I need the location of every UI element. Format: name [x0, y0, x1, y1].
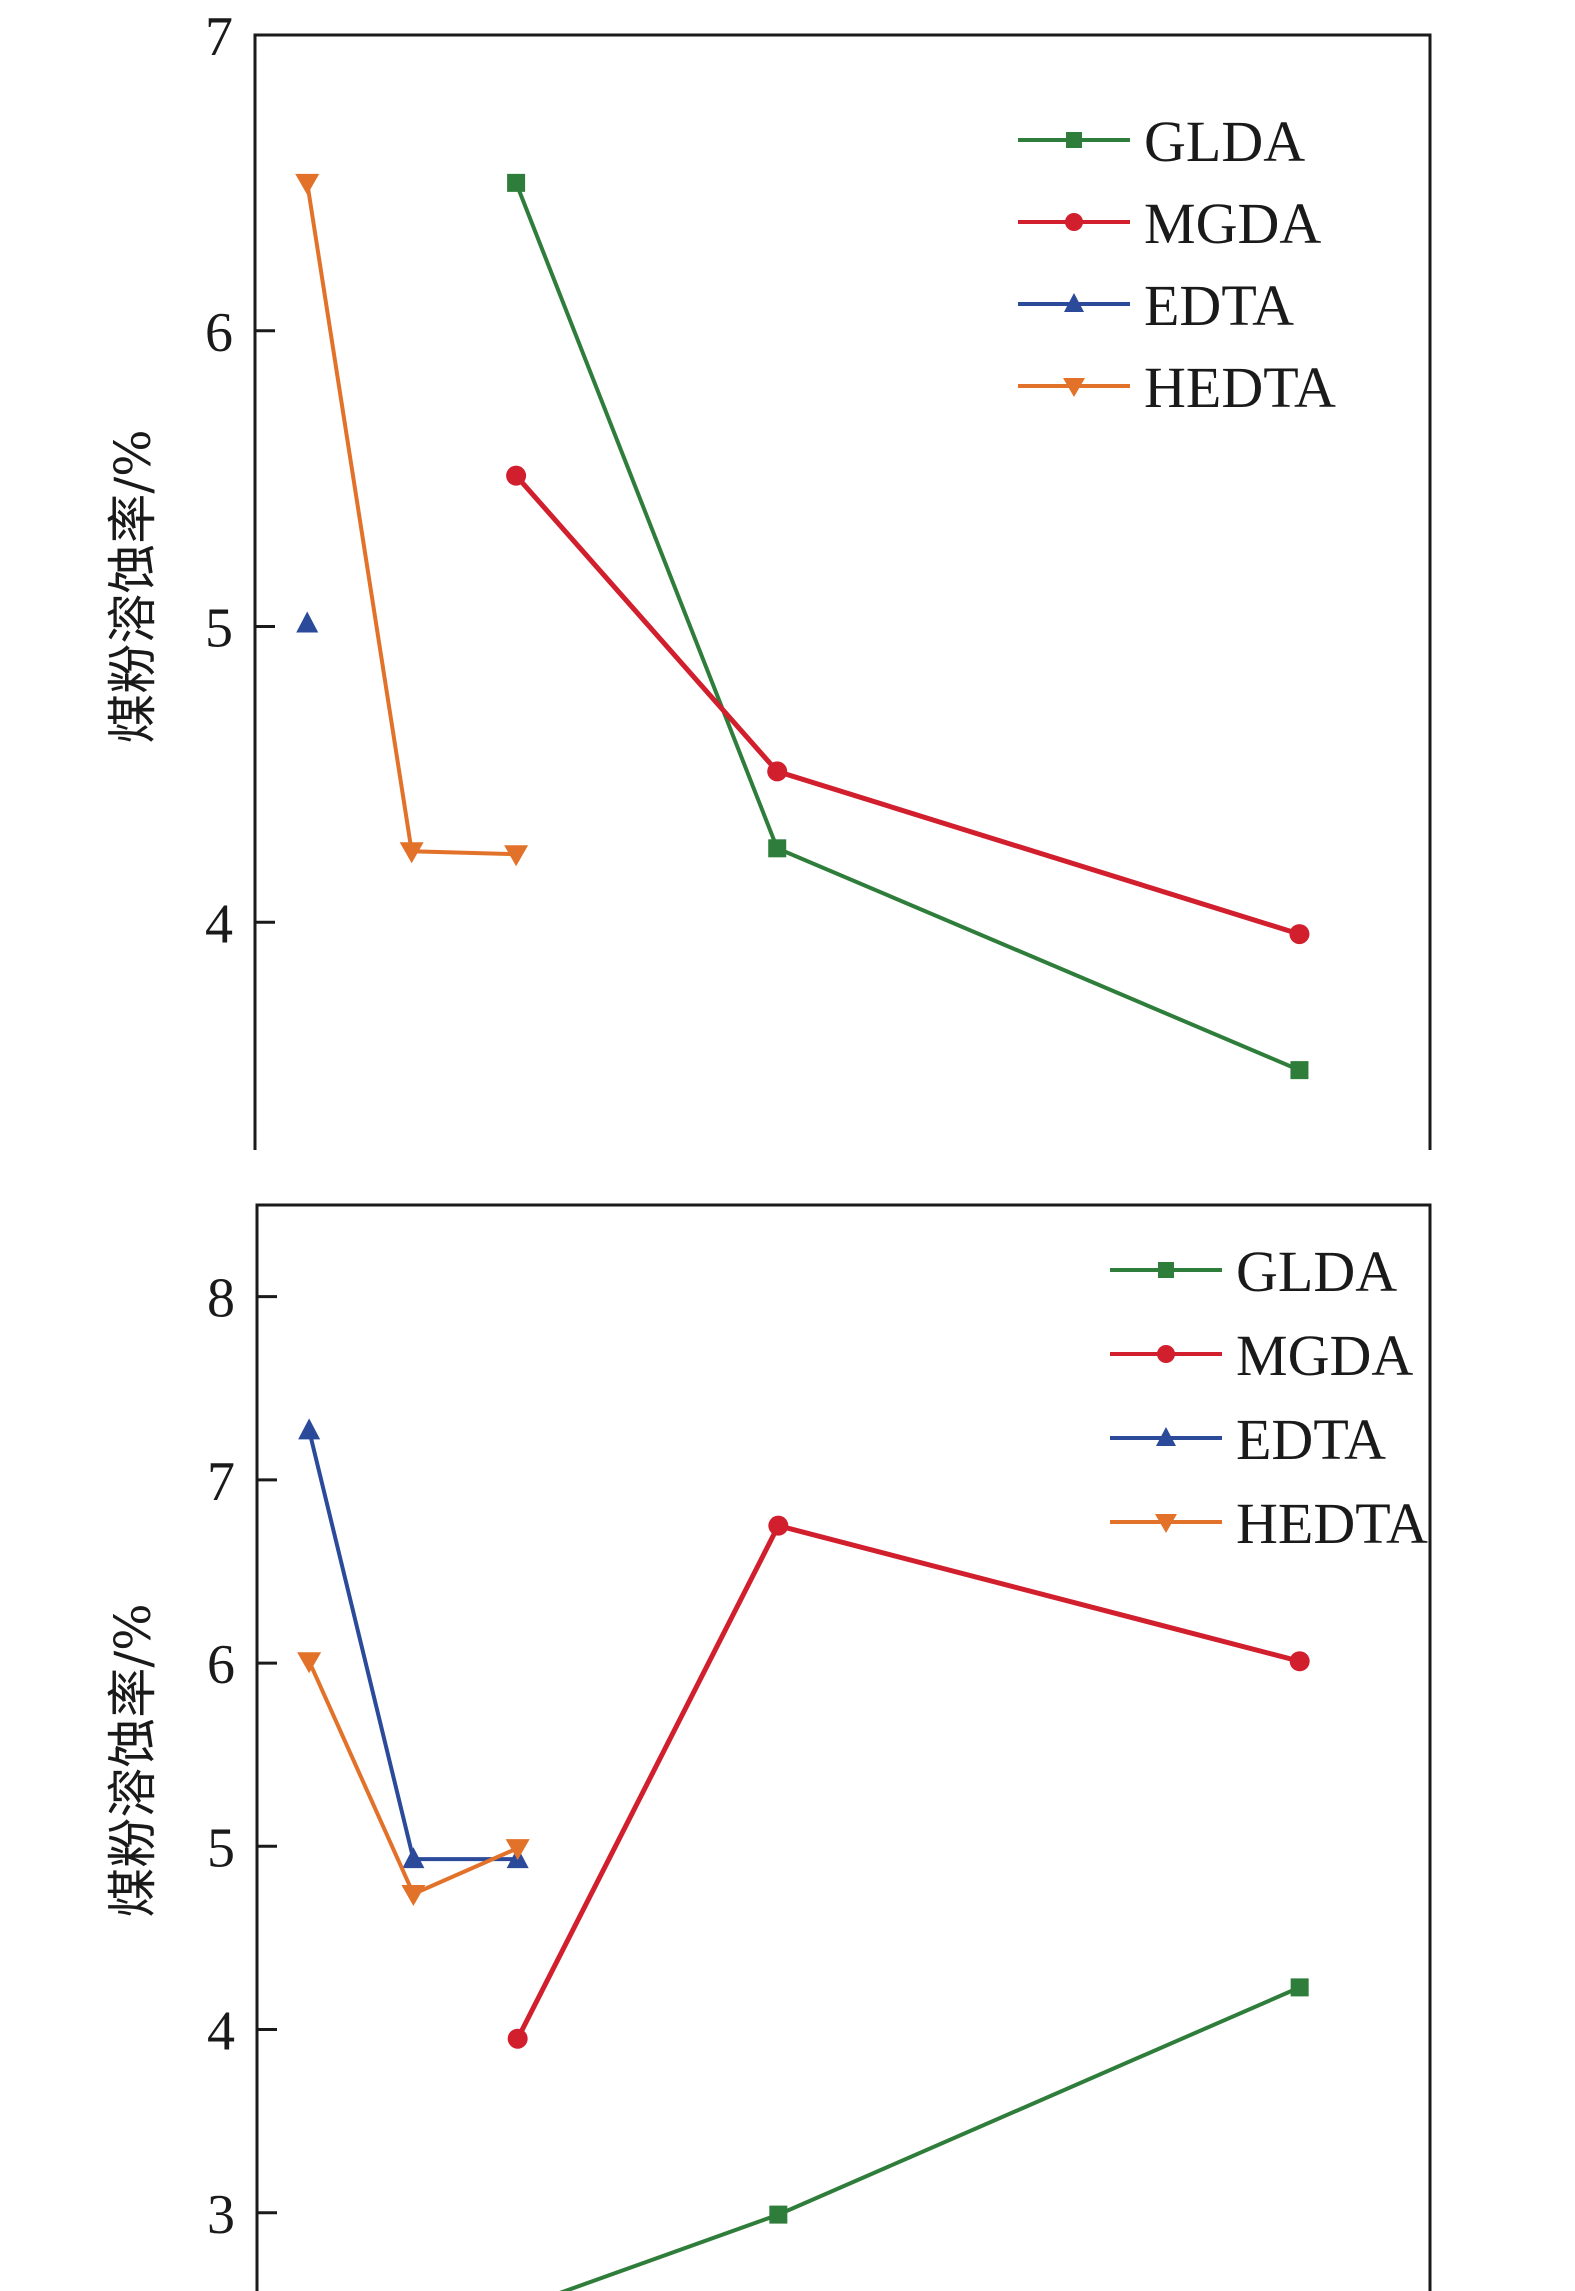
data-point-square	[768, 839, 787, 858]
data-point-triangle-up	[402, 1847, 425, 1869]
legend-label: GLDA	[1236, 1239, 1397, 1304]
y-tick-label: 5	[207, 1817, 235, 1879]
data-point-triangle-up	[1064, 293, 1084, 312]
data-point-circle	[1289, 924, 1310, 945]
series-glda	[507, 173, 1309, 1080]
data-point-circle	[1065, 213, 1083, 231]
data-point-square	[1066, 132, 1082, 148]
y-tick-label: 4	[207, 2001, 235, 2063]
series-edta	[296, 611, 319, 633]
chart-acidic: 3456705101520螯合剂质量分数/%煤粉溶蚀率/%(a) 酸性条件GLD…	[104, 6, 1432, 1150]
series-line-edta	[307, 1429, 518, 1862]
series-line-mgda	[514, 474, 1301, 937]
series-line-hedta	[305, 182, 517, 857]
y-axis-title: 煤粉溶蚀率/%	[104, 429, 162, 743]
legend-item-glda: GLDA	[1018, 109, 1305, 174]
data-point-triangle-up	[296, 611, 319, 633]
series-hedta	[295, 173, 529, 867]
legend-item-hedta: HEDTA	[1110, 1491, 1428, 1556]
series-mgda	[506, 465, 1310, 945]
legend-item-hedta: HEDTA	[1018, 355, 1336, 420]
data-point-circle	[767, 761, 788, 782]
series-glda	[559, 1978, 1309, 2291]
data-point-triangle-down	[505, 1839, 530, 1861]
data-point-triangle-down	[399, 842, 424, 864]
data-point-circle	[507, 2028, 528, 2049]
y-tick-label: 7	[207, 1451, 235, 1513]
legend-label: HEDTA	[1144, 355, 1336, 420]
data-point-triangle-down	[295, 173, 320, 195]
data-point-triangle-up	[1156, 1427, 1176, 1446]
data-point-triangle-down	[1155, 1514, 1177, 1533]
y-tick-label: 4	[205, 893, 233, 955]
legend-item-glda: GLDA	[1110, 1239, 1397, 1304]
data-point-triangle-down	[504, 845, 529, 867]
legend-label: EDTA	[1144, 273, 1294, 338]
data-point-square	[1158, 1262, 1174, 1278]
y-axis-title: 煤粉溶蚀率/%	[104, 1603, 162, 1917]
data-point-square	[769, 2205, 788, 2224]
series-line-glda	[559, 1985, 1301, 2291]
data-point-circle	[1289, 1651, 1310, 1672]
data-point-triangle-up	[298, 1418, 321, 1440]
legend-label: MGDA	[1236, 1323, 1413, 1388]
legend: GLDA MGDA EDTA HEDTA	[1110, 1239, 1428, 1556]
legend-item-edta: EDTA	[1018, 273, 1294, 338]
series-mgda	[507, 1515, 1310, 2049]
data-point-triangle-down	[401, 1884, 426, 1906]
y-tick-label: 8	[207, 1268, 235, 1330]
y-tick-label: 6	[207, 1634, 235, 1696]
data-point-square	[507, 173, 526, 192]
plot-frame	[255, 1203, 1432, 2291]
legend-label: EDTA	[1236, 1407, 1386, 1472]
legend-label: MGDA	[1144, 191, 1321, 256]
y-tick-label: 7	[205, 6, 233, 68]
legend: GLDA MGDA EDTA HEDTA	[1018, 109, 1336, 420]
data-point-triangle-down	[1063, 378, 1085, 397]
data-point-square	[1290, 1061, 1309, 1080]
data-point-circle	[506, 465, 527, 486]
chart-alkaline: 234567805101520螯合剂质量分数/%煤粉溶蚀率/%(b) 碱性条件G…	[104, 1203, 1432, 2291]
y-tick-label: 5	[205, 598, 233, 660]
series-hedta	[297, 1652, 530, 1906]
y-tick-label: 6	[205, 302, 233, 364]
series-line-mgda	[515, 1522, 1301, 2040]
legend-item-mgda: MGDA	[1018, 191, 1321, 256]
data-point-circle	[1157, 1345, 1175, 1363]
data-point-triangle-down	[297, 1652, 322, 1674]
legend-label: HEDTA	[1236, 1491, 1428, 1556]
data-point-circle	[768, 1515, 789, 1536]
series-edta	[298, 1418, 529, 1869]
data-point-square	[1290, 1978, 1309, 1997]
y-tick-label: 3	[207, 2184, 235, 2246]
legend-label: GLDA	[1144, 109, 1305, 174]
legend-item-edta: EDTA	[1110, 1407, 1386, 1472]
legend-item-mgda: MGDA	[1110, 1323, 1413, 1388]
